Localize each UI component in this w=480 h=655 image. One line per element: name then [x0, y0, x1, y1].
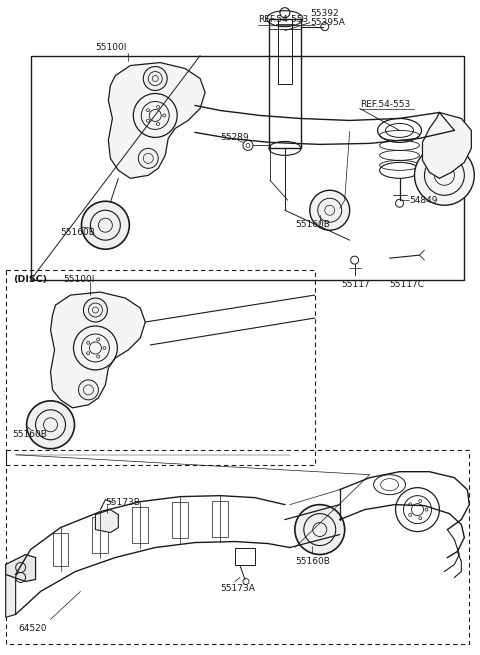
Ellipse shape — [84, 298, 108, 322]
Text: 55100I: 55100I — [63, 275, 95, 284]
Polygon shape — [422, 113, 471, 178]
Text: 55289: 55289 — [220, 134, 249, 142]
Text: REF.54-553: REF.54-553 — [258, 14, 308, 24]
Bar — [172, 502, 188, 538]
Text: 64520: 64520 — [19, 624, 47, 633]
Text: 54849: 54849 — [409, 196, 438, 205]
Bar — [278, 18, 292, 84]
Ellipse shape — [144, 67, 167, 90]
Text: 55160B: 55160B — [12, 430, 48, 439]
Text: 55160B: 55160B — [295, 557, 330, 565]
Polygon shape — [50, 292, 145, 408]
Text: 55160B: 55160B — [60, 228, 96, 237]
Bar — [6, 270, 315, 464]
Bar — [132, 506, 148, 542]
Bar — [93, 517, 108, 553]
Ellipse shape — [415, 145, 474, 205]
Ellipse shape — [138, 149, 158, 168]
Polygon shape — [6, 569, 16, 618]
Text: (DISC): (DISC) — [12, 275, 47, 284]
Text: REF.54-553: REF.54-553 — [360, 100, 410, 109]
Text: 55173A: 55173A — [220, 584, 255, 593]
Ellipse shape — [78, 380, 98, 400]
Bar — [269, 18, 301, 149]
Bar — [31, 56, 464, 280]
Bar — [212, 500, 228, 536]
Bar — [235, 548, 255, 565]
Polygon shape — [6, 555, 36, 582]
Text: 55117C: 55117C — [390, 280, 425, 289]
Ellipse shape — [26, 401, 74, 449]
Ellipse shape — [295, 504, 345, 555]
Bar — [52, 533, 69, 567]
Text: 55100I: 55100I — [96, 43, 127, 52]
Polygon shape — [108, 63, 205, 178]
Polygon shape — [96, 510, 119, 533]
Ellipse shape — [310, 191, 350, 230]
Bar — [6, 450, 469, 645]
Ellipse shape — [82, 201, 129, 249]
Text: 55160B: 55160B — [295, 220, 330, 229]
Text: 55117: 55117 — [342, 280, 371, 289]
Text: 55395A: 55395A — [310, 18, 345, 27]
Text: 55392: 55392 — [310, 9, 338, 18]
Text: 55173B: 55173B — [106, 498, 140, 506]
